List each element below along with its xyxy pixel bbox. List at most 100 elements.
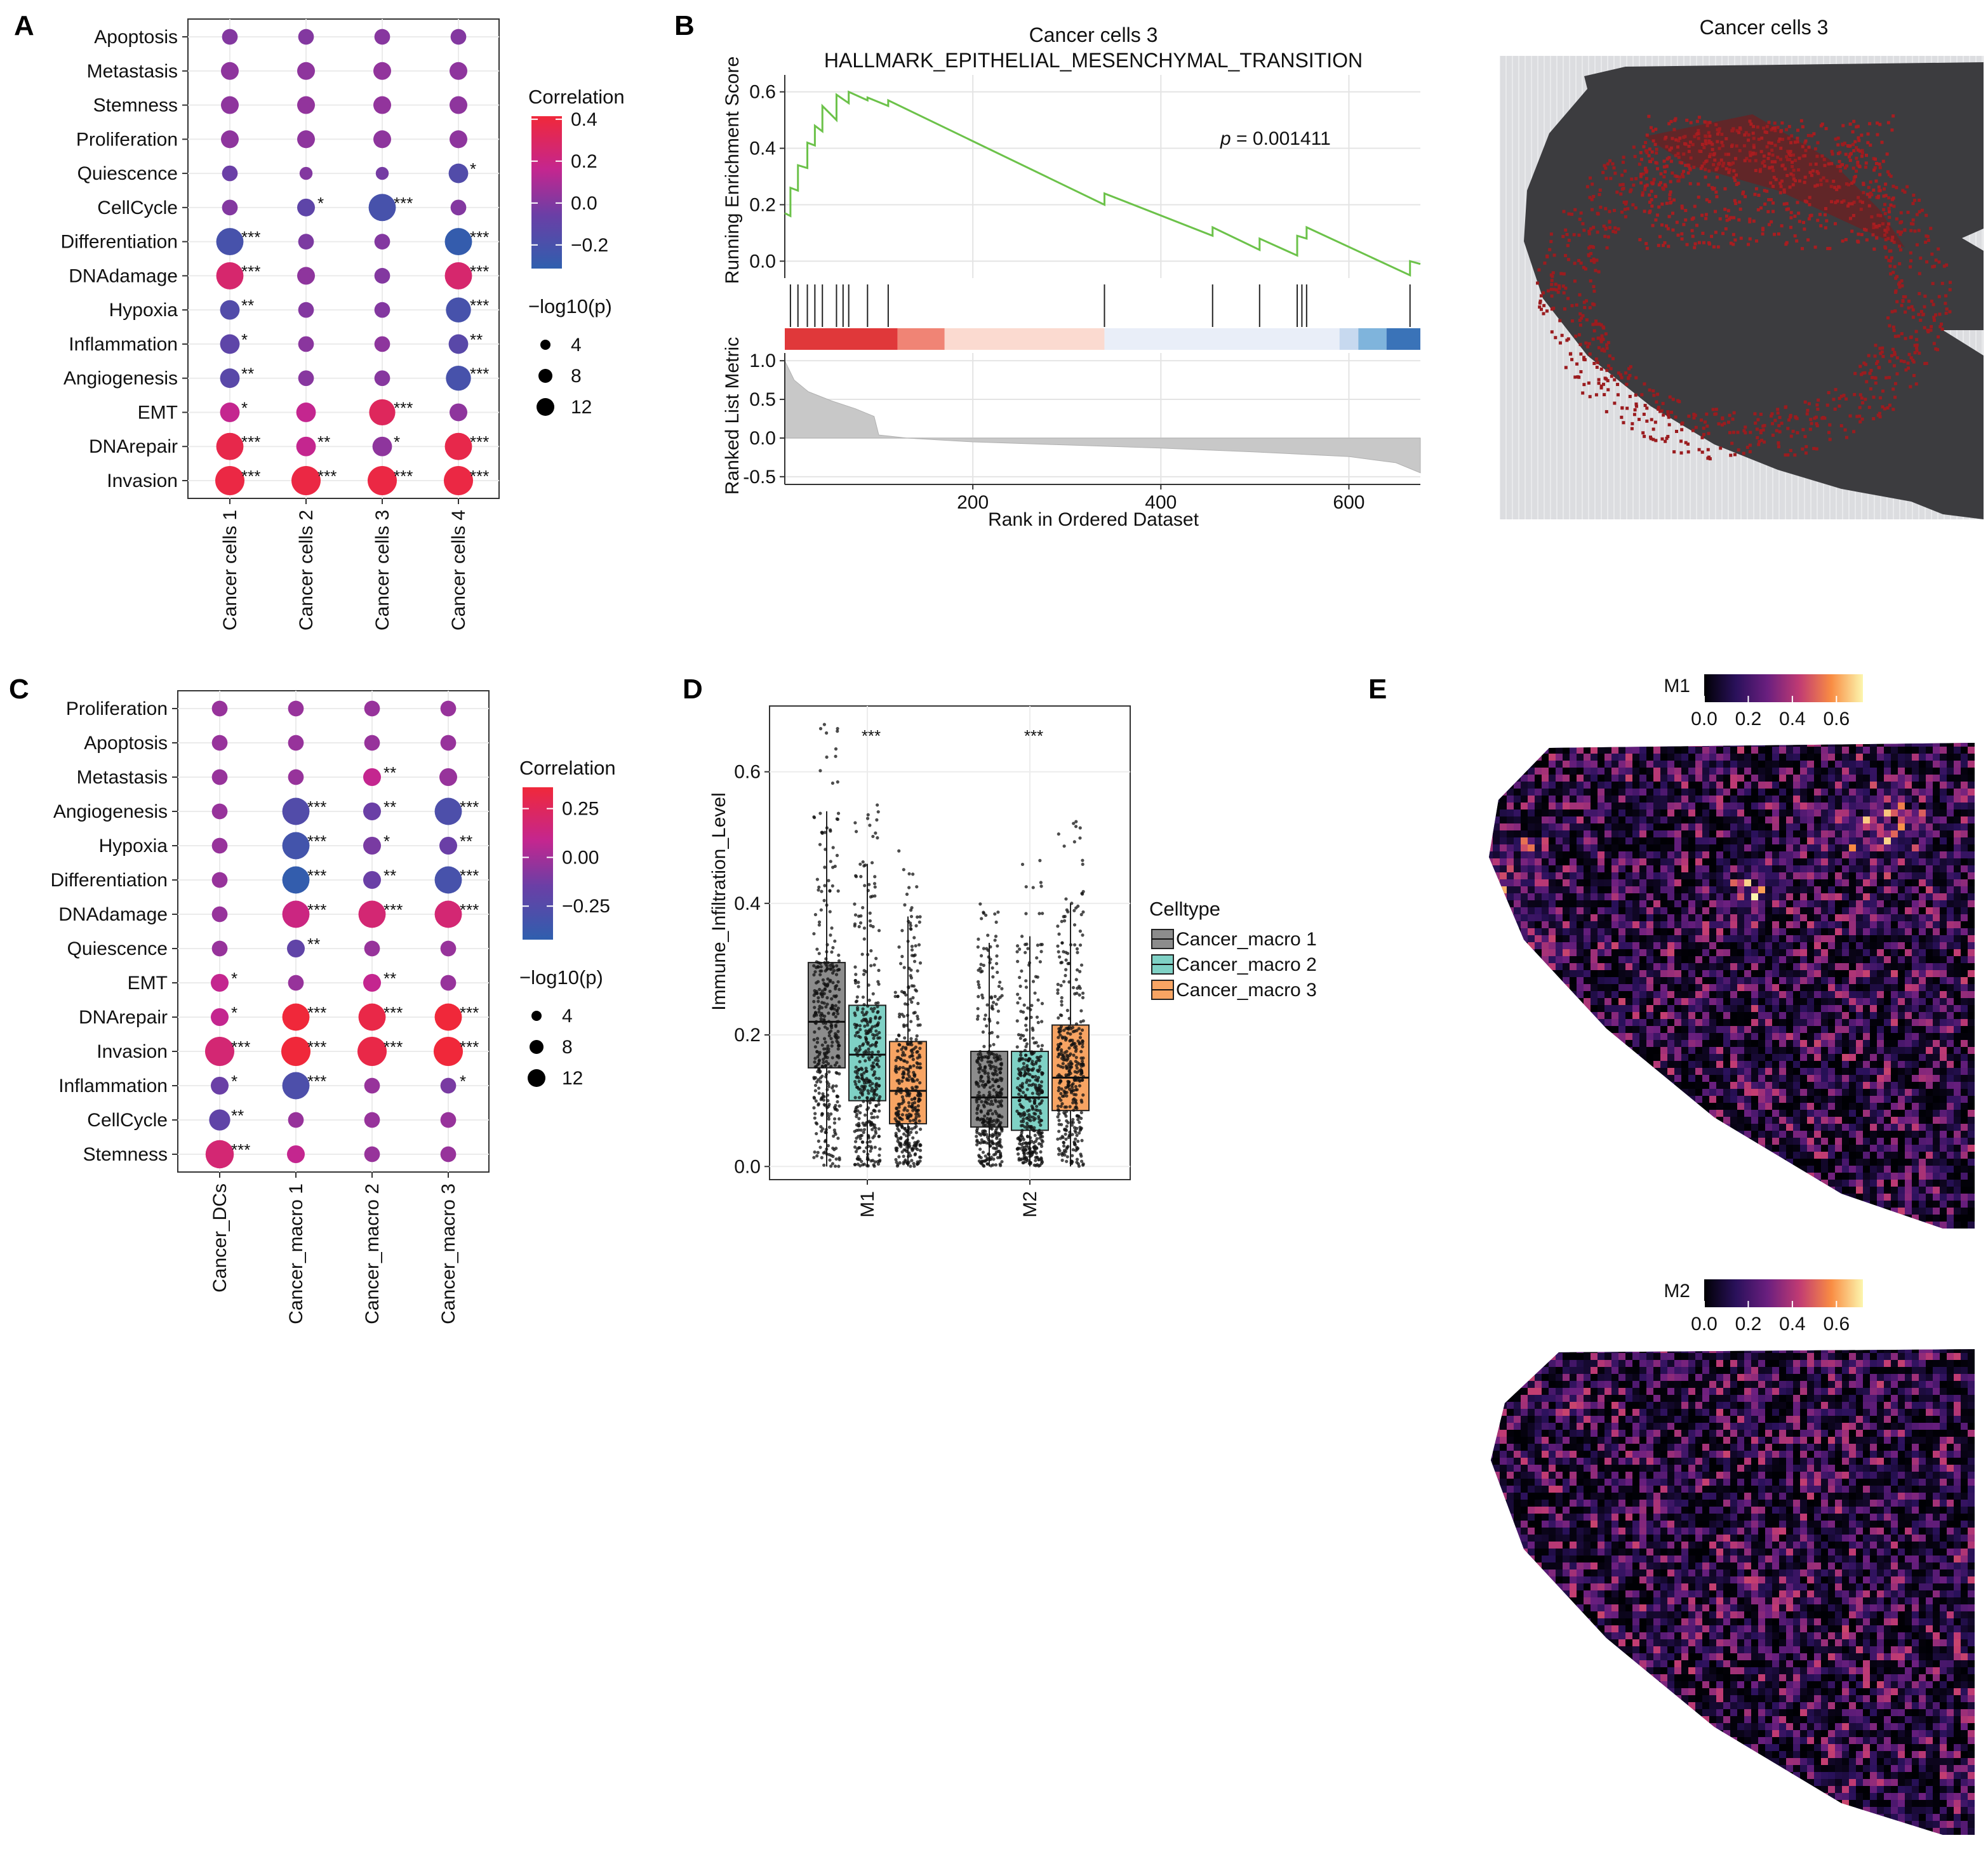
jitter-point (818, 727, 823, 731)
spot (1702, 789, 1709, 796)
jitter-point (984, 1083, 987, 1086)
spot (1549, 761, 1556, 768)
spot (1688, 809, 1695, 816)
spot (1493, 796, 1500, 803)
spot (1489, 768, 1493, 775)
spot (1639, 816, 1646, 823)
jitter-point (1079, 1020, 1083, 1024)
dot (368, 194, 396, 222)
jitter-point (875, 818, 879, 822)
dot (216, 228, 244, 256)
jitter-point (1032, 1145, 1036, 1149)
spot (1884, 754, 1891, 761)
jitter-point (829, 933, 832, 937)
cluster-spot (1651, 129, 1655, 133)
cluster-spot (1729, 241, 1733, 245)
spot (1681, 768, 1688, 775)
cluster-spot (1618, 183, 1622, 187)
jitter-point (858, 921, 863, 925)
cluster-spot (1611, 357, 1615, 361)
jitter-point (1016, 992, 1020, 996)
cluster-spot (1719, 158, 1723, 162)
spot (1598, 816, 1604, 823)
jitter-point (1081, 858, 1084, 862)
jitter-point (1081, 1039, 1084, 1044)
spot (1563, 803, 1570, 809)
cluster-spot (1875, 236, 1879, 240)
jitter-point (1024, 950, 1027, 954)
jitter-point (1072, 840, 1076, 844)
cluster-spot (1930, 252, 1934, 256)
jitter-point (975, 1111, 979, 1115)
jitter-point (872, 1134, 876, 1138)
spot (1751, 743, 1758, 747)
jitter-point (1057, 1027, 1061, 1031)
cluster-spot (1774, 178, 1778, 182)
jitter-point (999, 1067, 1003, 1070)
cluster-spot (1680, 232, 1684, 236)
jitter-point (1059, 983, 1063, 987)
jitter-point (988, 1144, 992, 1148)
jitter-point (978, 902, 982, 906)
cluster-spot (1815, 447, 1818, 451)
spot (1842, 809, 1849, 816)
jitter-point (1040, 1044, 1044, 1048)
jitter-point (834, 1032, 837, 1036)
cluster-spot (1890, 256, 1893, 260)
cluster-spot (1791, 183, 1795, 187)
cluster-spot (1567, 212, 1571, 216)
cluster-spot (1724, 214, 1728, 218)
spot (1975, 809, 1982, 816)
cluster-spot (1907, 299, 1911, 303)
cluster-spot (1878, 223, 1881, 227)
spot (1604, 743, 1611, 747)
spot (1584, 768, 1591, 775)
jitter-point (1036, 975, 1039, 979)
cluster-spot (1558, 341, 1562, 345)
jitter-point (1021, 1145, 1025, 1149)
jitter-point (826, 1143, 831, 1148)
jitter-point (1025, 1065, 1029, 1070)
jitter-point (908, 1055, 912, 1059)
jitter-point (975, 1107, 979, 1111)
spot (1493, 747, 1500, 754)
spot (1807, 761, 1814, 768)
jitter-point (1028, 1099, 1032, 1103)
spot (1695, 809, 1702, 816)
jitter-point (900, 1013, 904, 1016)
spot (1821, 743, 1828, 747)
spot (1577, 754, 1584, 761)
jitter-point (817, 1139, 820, 1143)
cluster-spot (1655, 213, 1659, 217)
jitter-point (897, 849, 901, 853)
cluster-spot (1808, 163, 1812, 166)
jitter-point (994, 1110, 997, 1114)
jitter-point (905, 892, 909, 896)
cluster-spot (1564, 286, 1568, 290)
spot (1905, 743, 1912, 747)
cluster-spot (1872, 396, 1876, 399)
spot (1779, 809, 1786, 816)
jitter-point (1037, 1096, 1041, 1100)
cluster-spot (1932, 264, 1936, 268)
cluster-spot (1881, 222, 1885, 226)
jitter-point (1060, 1003, 1064, 1007)
cluster-spot (1806, 238, 1810, 242)
cluster-spot (1749, 154, 1752, 157)
jitter-point (1027, 1118, 1031, 1122)
jitter-point (870, 861, 874, 865)
significance-star: *** (231, 1037, 250, 1056)
dot (363, 802, 382, 821)
jitter-point (977, 1154, 981, 1157)
cluster-spot (1578, 312, 1582, 316)
spot (1968, 809, 1975, 816)
jitter-point (917, 1119, 921, 1123)
spot (1632, 754, 1639, 761)
jitter-point (999, 1062, 1003, 1066)
jitter-point (853, 978, 857, 983)
spot (1905, 768, 1912, 775)
cluster-spot (1748, 119, 1752, 123)
cluster-spot (1734, 173, 1738, 177)
cluster-spot (1674, 117, 1678, 121)
cluster-spot (1885, 376, 1888, 380)
